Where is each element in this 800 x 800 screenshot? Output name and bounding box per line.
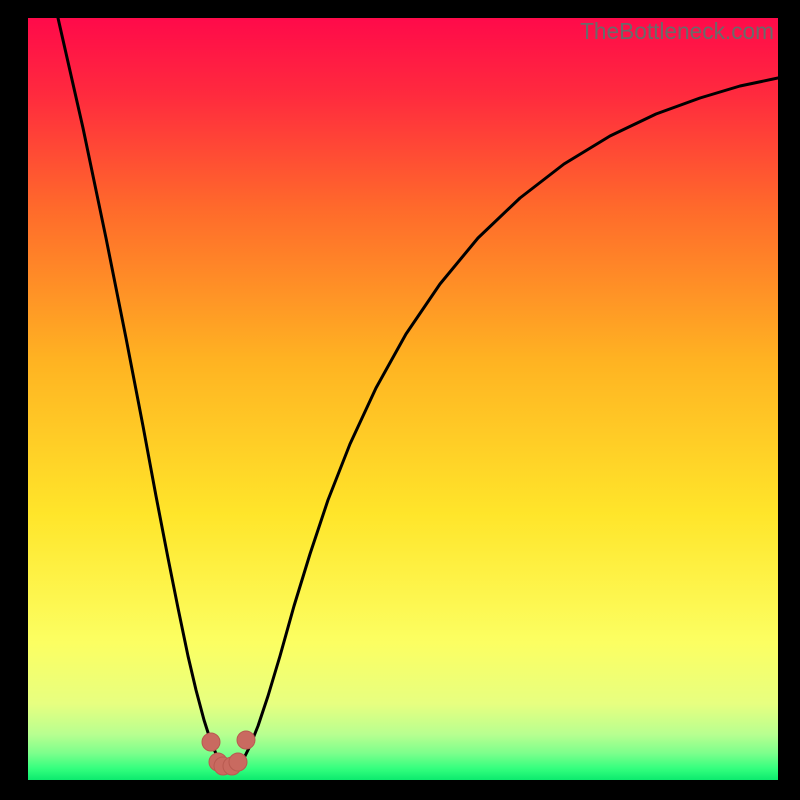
border-left: [0, 0, 28, 800]
figure: TheBottleneck.com: [0, 0, 800, 800]
bottleneck-curve: [58, 18, 778, 766]
marker-point: [202, 733, 220, 751]
border-right: [778, 0, 800, 800]
curve-svg: [28, 18, 778, 780]
plot-area: TheBottleneck.com: [28, 18, 778, 780]
marker-point: [237, 731, 255, 749]
marker-point: [229, 753, 247, 771]
border-bottom: [0, 780, 800, 800]
border-top: [0, 0, 800, 18]
